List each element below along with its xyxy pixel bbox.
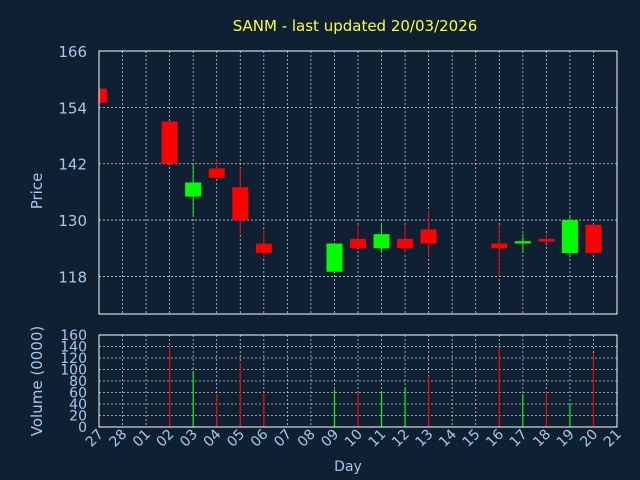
x-tick-label: 17 [507,427,531,451]
candle-body [397,238,414,249]
price-y-tick-label: 130 [58,212,87,230]
x-tick-label: 09 [318,427,342,451]
candle-body [185,182,202,197]
candle-body [491,243,508,249]
price-candles [98,88,602,277]
candle-body [232,187,249,221]
x-tick-label: 11 [365,427,389,451]
volume-panel-frame [98,334,618,428]
candle-body [373,234,390,249]
candle-body [208,168,225,178]
candle-body [538,238,555,242]
x-tick-label: 14 [436,426,460,450]
x-tick-label: 07 [271,427,295,451]
volume-y-tick-label: 80 [69,374,87,390]
volume-y-tick-label: 60 [69,386,87,402]
volume-y-tick-label: 120 [60,351,87,367]
x-tick-label: 03 [177,427,201,451]
volume-y-tick-label: 0 [78,420,87,436]
chart-title: SANM - last updated 20/03/2026 [233,17,478,35]
volume-y-tick-label: 100 [60,363,87,379]
x-tick-label: 01 [130,427,154,451]
x-axis-label: Day [334,459,362,475]
x-tick-label: 15 [460,427,484,451]
candle-body [350,238,366,249]
x-tick-label: 05 [224,427,248,451]
volume-y-tick-label: 140 [60,340,87,356]
x-tick-label: 20 [577,427,601,451]
x-tick-label: 06 [248,426,272,450]
x-tick-label: 08 [295,427,319,451]
price-y-tick-labels: 166 154 142 130 118 [58,43,87,286]
x-tick-label: 04 [201,426,225,450]
price-axis-label: Price [28,173,46,210]
candle-body [561,220,578,253]
x-tick-labels: 27 28 01 02 03 04 05 06 07 08 09 10 11 12 13 14 15 16 17 18… [83,426,625,450]
candle-body [585,224,602,253]
price-y-tick-label: 142 [58,156,87,174]
candle-body [161,121,178,164]
price-panel-frame [98,50,618,315]
x-tick-label: 02 [154,427,178,451]
price-y-tick-label: 166 [58,43,87,61]
volume-axis-label: Volume (0000) [28,326,46,436]
x-tick-label: 18 [530,427,554,451]
price-gridlines [98,50,618,314]
volume-y-tick-label: 20 [69,409,87,425]
x-tick-label: 10 [342,427,366,451]
volume-y-tick-label: 40 [69,397,87,413]
x-tick-label: 28 [106,427,130,451]
candle-body [326,243,343,272]
volume-y-tick-label: 160 [60,328,87,344]
x-tick-label: 19 [554,427,578,451]
x-tick-label: 12 [389,427,413,451]
price-y-tick-label: 154 [58,99,87,117]
candle-body [514,241,531,244]
price-y-tick-label: 118 [58,268,87,286]
volume-bars [169,346,595,427]
x-tick-label: 21 [601,427,625,451]
x-tick-label: 16 [483,426,507,450]
candle-body [420,229,437,244]
candle-body [255,243,272,253]
x-tick-label: 13 [413,427,437,451]
candle-body [99,88,107,103]
